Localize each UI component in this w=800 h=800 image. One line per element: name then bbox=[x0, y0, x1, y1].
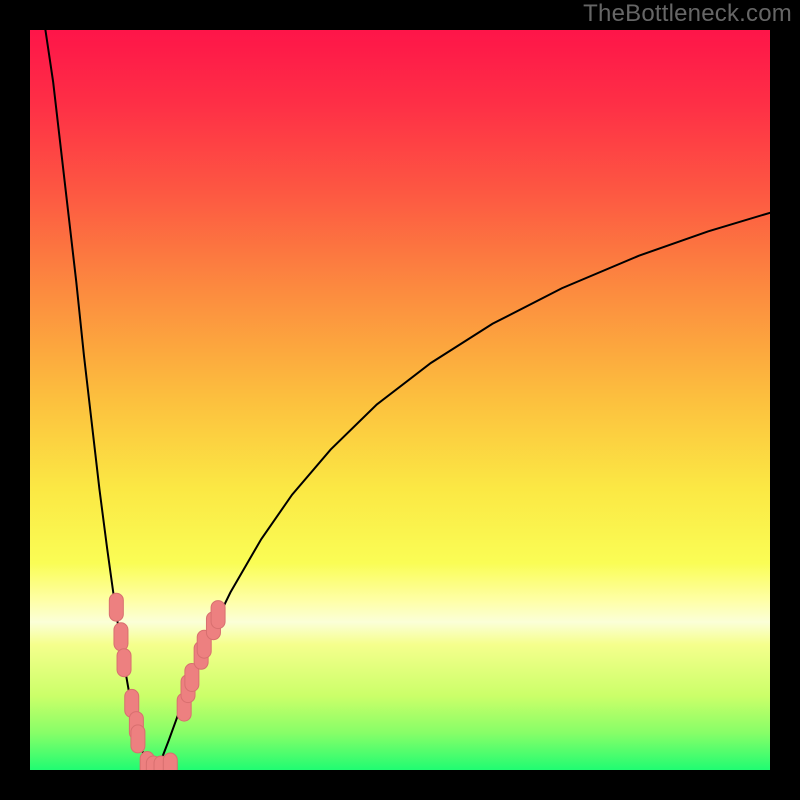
bottleneck-chart bbox=[0, 0, 800, 800]
chart-background-gradient bbox=[30, 30, 770, 770]
chart-canvas: TheBottleneck.com bbox=[0, 0, 800, 800]
datapoint-marker bbox=[211, 601, 225, 629]
datapoint-marker bbox=[109, 593, 123, 621]
datapoint-marker bbox=[131, 725, 145, 753]
datapoint-marker bbox=[117, 649, 131, 677]
datapoint-marker bbox=[114, 623, 128, 651]
